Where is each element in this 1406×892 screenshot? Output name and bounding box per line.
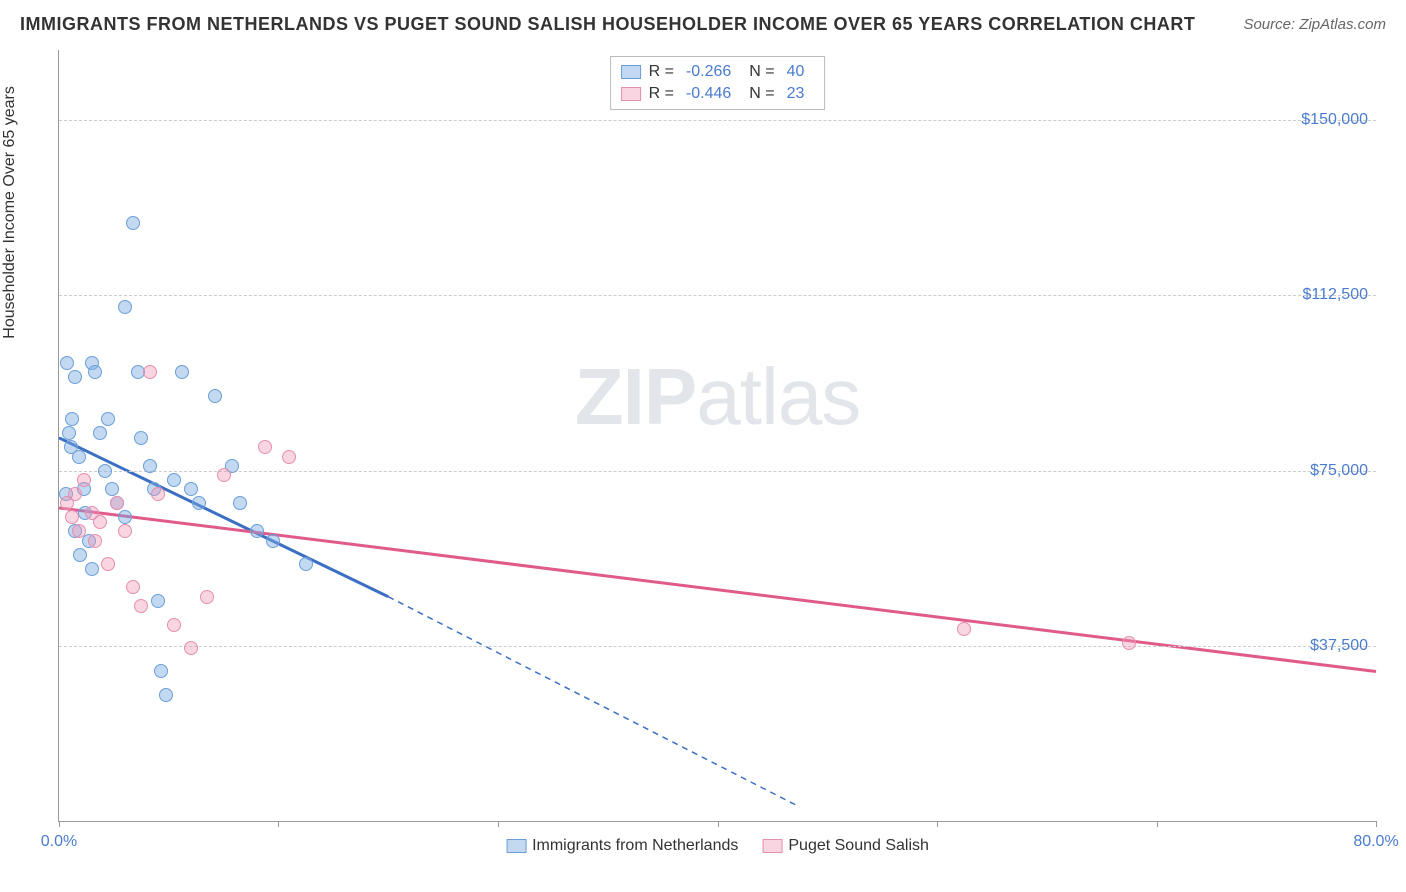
legend-row-netherlands: R = -0.266 N = 40 bbox=[621, 61, 815, 83]
data-point bbox=[72, 450, 86, 464]
x-tick-mark bbox=[937, 821, 938, 827]
data-point bbox=[72, 524, 86, 538]
legend-item-salish: Puget Sound Salish bbox=[762, 837, 929, 855]
data-point bbox=[957, 622, 971, 636]
data-point bbox=[62, 426, 76, 440]
correlation-legend: R = -0.266 N = 40 R = -0.446 N = 23 bbox=[610, 56, 826, 110]
series-legend: Immigrants from Netherlands Puget Sound … bbox=[506, 837, 929, 855]
data-point bbox=[73, 548, 87, 562]
chart-container: Householder Income Over 65 years ZIPatla… bbox=[20, 50, 1376, 862]
y-tick-label: $112,500 bbox=[1302, 286, 1368, 304]
data-point bbox=[98, 464, 112, 478]
data-point bbox=[134, 431, 148, 445]
data-point bbox=[85, 562, 99, 576]
data-point bbox=[88, 365, 102, 379]
data-point bbox=[1122, 636, 1136, 650]
data-point bbox=[126, 216, 140, 230]
legend-item-netherlands: Immigrants from Netherlands bbox=[506, 837, 738, 855]
data-point bbox=[200, 590, 214, 604]
chart-header: IMMIGRANTS FROM NETHERLANDS VS PUGET SOU… bbox=[0, 0, 1406, 43]
legend-row-salish: R = -0.446 N = 23 bbox=[621, 83, 815, 105]
data-point bbox=[65, 412, 79, 426]
x-tick-label: 0.0% bbox=[41, 833, 77, 851]
swatch-icon bbox=[621, 87, 641, 101]
watermark: ZIPatlas bbox=[575, 351, 860, 443]
swatch-icon bbox=[762, 839, 782, 853]
data-point bbox=[118, 524, 132, 538]
x-tick-mark bbox=[278, 821, 279, 827]
trend-lines bbox=[59, 50, 1376, 821]
x-tick-label: 80.0% bbox=[1353, 833, 1398, 851]
data-point bbox=[65, 510, 79, 524]
data-point bbox=[68, 370, 82, 384]
data-point bbox=[134, 599, 148, 613]
data-point bbox=[151, 487, 165, 501]
data-point bbox=[143, 459, 157, 473]
grid-line bbox=[59, 471, 1376, 472]
y-tick-label: $37,500 bbox=[1310, 637, 1368, 655]
data-point bbox=[118, 300, 132, 314]
y-tick-label: $75,000 bbox=[1310, 462, 1368, 480]
data-point bbox=[282, 450, 296, 464]
chart-title: IMMIGRANTS FROM NETHERLANDS VS PUGET SOU… bbox=[20, 14, 1195, 35]
grid-line bbox=[59, 646, 1376, 647]
data-point bbox=[101, 412, 115, 426]
data-point bbox=[233, 496, 247, 510]
data-point bbox=[93, 426, 107, 440]
chart-source: Source: ZipAtlas.com bbox=[1243, 16, 1386, 33]
data-point bbox=[184, 641, 198, 655]
data-point bbox=[208, 389, 222, 403]
data-point bbox=[105, 482, 119, 496]
x-tick-mark bbox=[498, 821, 499, 827]
data-point bbox=[175, 365, 189, 379]
data-point bbox=[77, 473, 91, 487]
x-tick-mark bbox=[59, 821, 60, 827]
data-point bbox=[143, 365, 157, 379]
data-point bbox=[250, 524, 264, 538]
x-tick-mark bbox=[718, 821, 719, 827]
data-point bbox=[159, 688, 173, 702]
data-point bbox=[101, 557, 115, 571]
data-point bbox=[60, 356, 74, 370]
plot-area: ZIPatlas R = -0.266 N = 40 R = -0.446 N … bbox=[58, 50, 1376, 822]
x-tick-mark bbox=[1157, 821, 1158, 827]
data-point bbox=[192, 496, 206, 510]
swatch-icon bbox=[506, 839, 526, 853]
data-point bbox=[126, 580, 140, 594]
data-point bbox=[217, 468, 231, 482]
y-axis-label: Householder Income Over 65 years bbox=[1, 86, 19, 339]
y-tick-label: $150,000 bbox=[1301, 111, 1368, 129]
data-point bbox=[167, 473, 181, 487]
data-point bbox=[184, 482, 198, 496]
data-point bbox=[68, 487, 82, 501]
data-point bbox=[154, 664, 168, 678]
grid-line bbox=[59, 295, 1376, 296]
x-tick-mark bbox=[1376, 821, 1377, 827]
data-point bbox=[118, 510, 132, 524]
data-point bbox=[258, 440, 272, 454]
data-point bbox=[299, 557, 313, 571]
data-point bbox=[110, 496, 124, 510]
data-point bbox=[93, 515, 107, 529]
data-point bbox=[151, 594, 165, 608]
swatch-icon bbox=[621, 65, 641, 79]
data-point bbox=[88, 534, 102, 548]
data-point bbox=[167, 618, 181, 632]
grid-line bbox=[59, 120, 1376, 121]
data-point bbox=[266, 534, 280, 548]
